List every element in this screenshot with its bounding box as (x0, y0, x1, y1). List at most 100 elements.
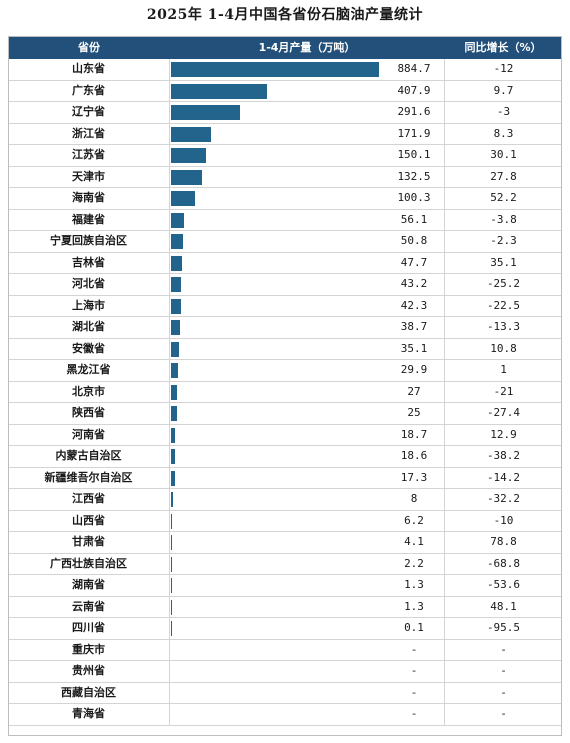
province-cell: 天津市 (8, 166, 170, 187)
production-value: - (410, 664, 418, 677)
growth-cell: -32.2 (444, 489, 562, 510)
table-row: 云南省 1.3 48.1 (8, 596, 562, 618)
production-cell: 43.2 (170, 274, 444, 295)
table-row: 安徽省 35.1 10.8 (8, 338, 562, 360)
production-bar (171, 470, 176, 486)
production-value: 25 (407, 406, 421, 419)
production-cell: 2.2 (170, 554, 444, 575)
production-value: 4.1 (404, 535, 424, 548)
production-value: 150.1 (397, 148, 431, 161)
province-cell: 陕西省 (8, 403, 170, 424)
growth-cell: 30.1 (444, 145, 562, 166)
production-cell: 1.3 (170, 597, 444, 618)
production-cell: 17.3 (170, 468, 444, 489)
table-row: 四川省 0.1 -95.5 (8, 618, 562, 640)
production-cell: - (170, 683, 444, 704)
production-value: 56.1 (400, 212, 428, 226)
production-cell: 38.7 (170, 317, 444, 338)
growth-cell: -3.8 (444, 209, 562, 230)
province-cell: 甘肃省 (8, 532, 170, 553)
table-row: 宁夏回族自治区 50.8 -2.3 (8, 231, 562, 253)
production-value: 35.1 (400, 341, 428, 355)
production-value: 18.7 (400, 427, 428, 441)
province-cell: 贵州省 (8, 661, 170, 682)
table-row: 河北省 43.2 -25.2 (8, 274, 562, 296)
province-cell: 北京市 (8, 381, 170, 402)
production-cell: 27 (170, 382, 444, 403)
growth-cell: 9.7 (444, 80, 562, 101)
production-bar (171, 363, 179, 378)
production-value: 407.9 (397, 83, 431, 97)
production-cell: 8 (170, 489, 444, 510)
province-cell: 青海省 (8, 704, 170, 725)
production-cell: 50.8 (170, 231, 444, 252)
production-bar (171, 556, 172, 572)
province-cell: 山西省 (8, 510, 170, 531)
production-bar (171, 126, 212, 142)
production-value: 47.7 (400, 255, 428, 269)
table-row: 江苏省 150.1 30.1 (8, 145, 562, 167)
production-bar (171, 212, 185, 228)
production-bar (171, 578, 172, 593)
province-cell: 四川省 (8, 618, 170, 639)
table-row: 山东省 884.7 -12 (8, 59, 562, 81)
table-row: 广西壮族自治区 2.2 -68.8 (8, 553, 562, 575)
production-bar (171, 169, 203, 185)
table-row: 浙江省 171.9 8.3 (8, 123, 562, 145)
province-cell: 宁夏回族自治区 (8, 231, 170, 252)
table-row: 北京市 27 -21 (8, 381, 562, 403)
table-row: 福建省 56.1 -3.8 (8, 209, 562, 231)
production-value: 29.9 (400, 363, 428, 376)
production-cell: 42.3 (170, 296, 444, 317)
production-cell: 0.1 (170, 618, 444, 639)
production-value: - (410, 707, 418, 720)
production-bar (171, 621, 172, 636)
production-value: 171.9 (397, 126, 431, 140)
province-cell: 海南省 (8, 188, 170, 209)
production-cell: 407.9 (170, 81, 444, 102)
production-value: 132.5 (397, 169, 431, 183)
production-cell: - (170, 704, 444, 725)
growth-cell: - (444, 639, 562, 660)
province-cell: 西藏自治区 (8, 682, 170, 703)
production-value: 884.7 (397, 62, 431, 75)
growth-cell: -95.5 (444, 618, 562, 639)
growth-cell: 10.8 (444, 338, 562, 359)
table-row: 江西省 8 -32.2 (8, 489, 562, 511)
production-value: 50.8 (400, 234, 428, 247)
growth-cell: -68.8 (444, 553, 562, 574)
table-header: 省份 1-4月产量（万吨） 同比增长（%） (8, 36, 562, 59)
production-bar (171, 62, 379, 77)
table-row: 甘肃省 4.1 78.8 (8, 532, 562, 554)
table-row: 西藏自治区 - - (8, 682, 562, 704)
table-row: 辽宁省 291.6 -3 (8, 102, 562, 124)
province-cell: 河北省 (8, 274, 170, 295)
province-cell: 吉林省 (8, 252, 170, 273)
production-cell: 56.1 (170, 210, 444, 231)
production-value: 8 (410, 492, 418, 505)
production-bar (171, 406, 177, 421)
header-province: 省份 (78, 41, 100, 54)
growth-cell: -3 (444, 102, 562, 123)
production-bar (171, 513, 173, 529)
growth-cell: 48.1 (444, 596, 562, 617)
growth-cell: -12 (444, 59, 562, 80)
production-cell: 132.5 (170, 167, 444, 188)
province-cell: 辽宁省 (8, 102, 170, 123)
growth-cell: -21 (444, 381, 562, 402)
production-value: 18.6 (400, 449, 428, 462)
production-value: 2.2 (404, 556, 424, 570)
production-cell: 47.7 (170, 253, 444, 274)
production-bar (171, 148, 207, 163)
production-bar (171, 535, 172, 550)
table-row: 海南省 100.3 52.2 (8, 188, 562, 210)
growth-cell: 27.8 (444, 166, 562, 187)
table-row: 青海省 - - (8, 704, 562, 726)
province-cell: 黑龙江省 (8, 360, 170, 381)
province-cell: 湖北省 (8, 317, 170, 338)
province-cell: 云南省 (8, 596, 170, 617)
production-cell: 18.6 (170, 446, 444, 467)
province-cell: 山东省 (8, 59, 170, 80)
production-cell: 150.1 (170, 145, 444, 166)
growth-cell: 78.8 (444, 532, 562, 553)
